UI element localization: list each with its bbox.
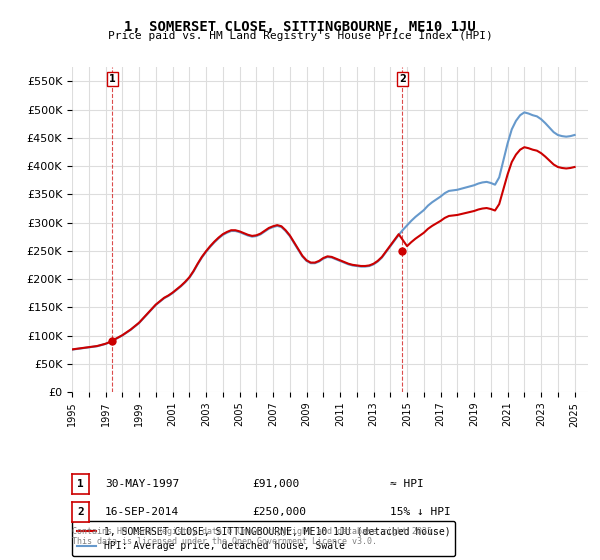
Text: 2: 2 (77, 507, 84, 517)
Text: £250,000: £250,000 (252, 507, 306, 517)
Text: 15% ↓ HPI: 15% ↓ HPI (390, 507, 451, 517)
Text: 1: 1 (77, 479, 84, 489)
Text: 2: 2 (399, 74, 406, 83)
Text: 1, SOMERSET CLOSE, SITTINGBOURNE, ME10 1JU: 1, SOMERSET CLOSE, SITTINGBOURNE, ME10 1… (124, 20, 476, 34)
Text: 16-SEP-2014: 16-SEP-2014 (105, 507, 179, 517)
Text: £91,000: £91,000 (252, 479, 299, 489)
Text: ≈ HPI: ≈ HPI (390, 479, 424, 489)
Text: Contains HM Land Registry data © Crown copyright and database right 2025.
This d: Contains HM Land Registry data © Crown c… (72, 526, 437, 546)
Text: 1: 1 (109, 74, 116, 83)
Legend: 1, SOMERSET CLOSE, SITTINGBOURNE, ME10 1JU (detached house), HPI: Average price,: 1, SOMERSET CLOSE, SITTINGBOURNE, ME10 1… (72, 521, 455, 556)
Text: Price paid vs. HM Land Registry's House Price Index (HPI): Price paid vs. HM Land Registry's House … (107, 31, 493, 41)
Text: 30-MAY-1997: 30-MAY-1997 (105, 479, 179, 489)
